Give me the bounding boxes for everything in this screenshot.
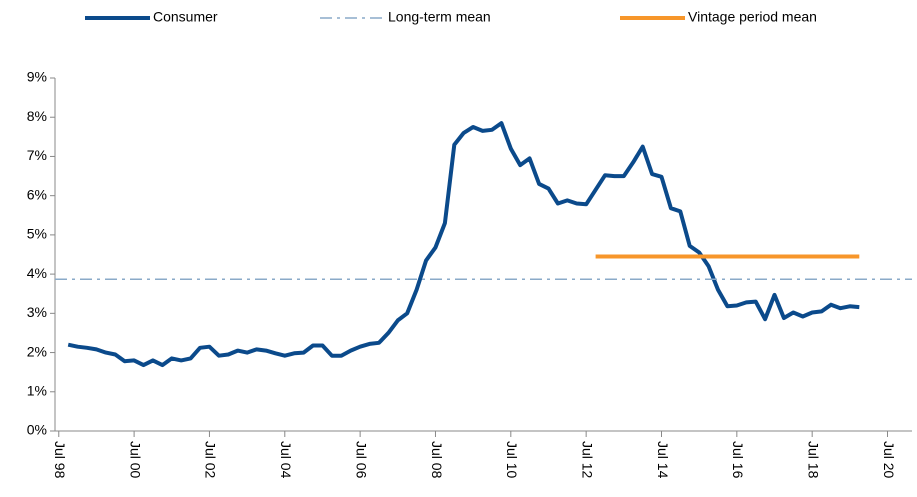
x-tick-label: Jul 14 [655,441,671,479]
x-tick-label: Jul 20 [881,441,897,479]
x-tick-label: Jul 16 [730,441,746,479]
x-tick-label: Jul 00 [127,441,143,479]
y-tick-label: 7% [27,147,47,163]
legend-label: Vintage period mean [688,9,817,25]
legend-label: Consumer [153,9,218,25]
x-tick-label: Jul 08 [429,441,445,479]
x-tick-label: Jul 04 [278,441,294,479]
y-tick-label: 2% [27,343,47,359]
x-tick-label: Jul 10 [504,441,520,479]
y-tick-label: 3% [27,304,47,320]
x-tick-label: Jul 02 [203,441,219,479]
x-tick-label: Jul 18 [805,441,821,479]
y-tick-label: 5% [27,226,47,242]
y-tick-label: 4% [27,265,47,281]
y-tick-label: 1% [27,382,47,398]
x-tick-label: Jul 06 [353,441,369,479]
y-tick-label: 8% [27,108,47,124]
y-tick-label: 9% [27,69,47,85]
legend-label: Long-term mean [388,9,491,25]
series-line [67,121,860,368]
x-tick-label: Jul 98 [52,441,68,479]
y-tick-label: 6% [27,186,47,202]
x-tick-label: Jul 12 [579,441,595,479]
y-tick-label: 0% [27,422,47,438]
